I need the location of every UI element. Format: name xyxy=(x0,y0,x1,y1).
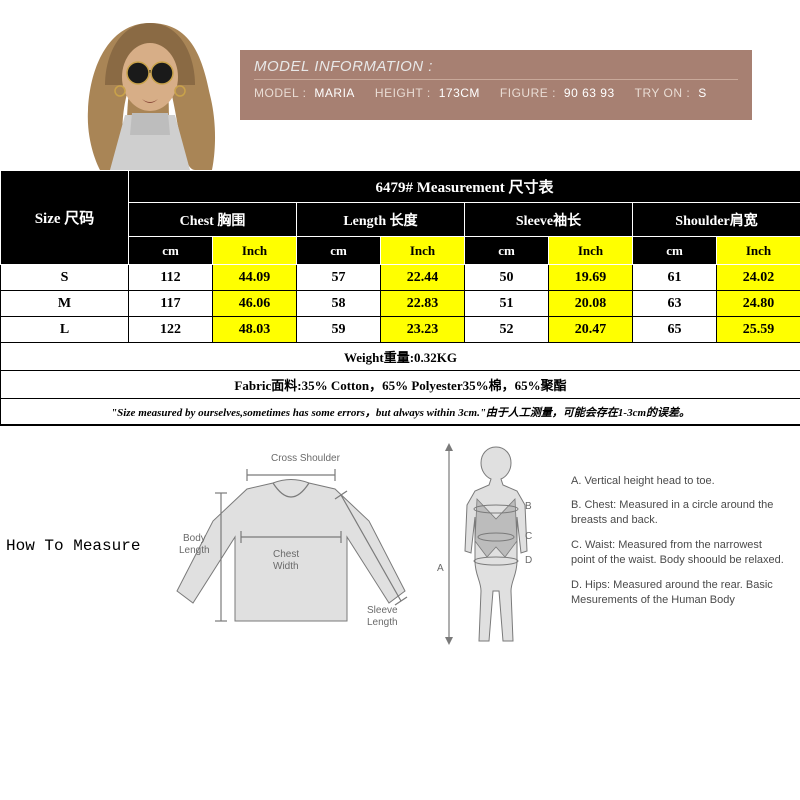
garment-diagram: Cross Shoulder Body Length Chest Width S… xyxy=(161,441,421,651)
letter-c: C xyxy=(525,531,532,542)
table-row: M 117 46.06 58 22.83 51 20.08 63 24.80 xyxy=(1,291,800,317)
col-sleeve: Sleeve袖长 xyxy=(465,203,633,237)
cell: 46.06 xyxy=(213,291,297,317)
fabric-row: Fabric面料:35% Cotton，65% Polyester35%棉，65… xyxy=(1,371,800,399)
table-row: S 112 44.09 57 22.44 50 19.69 61 24.02 xyxy=(1,265,800,291)
cell: 61 xyxy=(633,265,717,291)
label-sleeve1: Sleeve xyxy=(367,605,398,616)
cell: 52 xyxy=(465,317,549,343)
figure-label: FIGURE : xyxy=(500,86,556,100)
label-body1: Body xyxy=(183,533,206,544)
cell: 117 xyxy=(129,291,213,317)
how-to-measure: How To Measure Cross Shoulder Body Lengt… xyxy=(0,425,800,665)
label-chest2: Width xyxy=(273,561,299,572)
col-shoulder: Shoulder肩宽 xyxy=(633,203,800,237)
cell: 112 xyxy=(129,265,213,291)
unit-in: Inch xyxy=(381,237,465,265)
legend-a: A. Vertical height head to toe. xyxy=(571,474,786,489)
measure-legend: A. Vertical height head to toe. B. Chest… xyxy=(571,474,786,618)
unit-in: Inch xyxy=(549,237,633,265)
cell: 58 xyxy=(297,291,381,317)
body-diagram: A B C D xyxy=(431,441,561,651)
model-label: MODEL : xyxy=(254,86,306,100)
size-header: Size 尺码 xyxy=(1,171,129,265)
legend-d: D. Hips: Measured around the rear. Basic… xyxy=(571,578,786,608)
model-value: MARIA xyxy=(314,86,355,100)
model-info-banner: MODEL INFORMATION : MODEL : MARIA HEIGHT… xyxy=(240,50,752,120)
label-chest1: Chest xyxy=(273,549,299,560)
unit-cm: cm xyxy=(297,237,381,265)
measurement-table: Size 尺码 6479# Measurement 尺寸表 Chest 胸围 L… xyxy=(0,170,800,425)
table-row: L 122 48.03 59 23.23 52 20.47 65 25.59 xyxy=(1,317,800,343)
cell: 19.69 xyxy=(549,265,633,291)
cell: 59 xyxy=(297,317,381,343)
label-cross: Cross Shoulder xyxy=(271,453,341,464)
size-s: S xyxy=(1,265,129,291)
height-label: HEIGHT : xyxy=(375,86,431,100)
cell: 65 xyxy=(633,317,717,343)
note-row: "Size measured by ourselves,sometimes ha… xyxy=(1,399,800,425)
unit-in: Inch xyxy=(717,237,800,265)
height-value: 173CM xyxy=(439,86,480,100)
cell: 20.47 xyxy=(549,317,633,343)
tryon-value: S xyxy=(698,86,707,100)
cell: 23.23 xyxy=(381,317,465,343)
label-body2: Length xyxy=(179,545,210,556)
col-length: Length 长度 xyxy=(297,203,465,237)
cell: 63 xyxy=(633,291,717,317)
letter-d: D xyxy=(525,555,532,566)
cell: 24.80 xyxy=(717,291,800,317)
figure-value: 90 63 93 xyxy=(564,86,615,100)
cell: 24.02 xyxy=(717,265,800,291)
cell: 20.08 xyxy=(549,291,633,317)
label-sleeve2: Length xyxy=(367,617,398,628)
cell: 57 xyxy=(297,265,381,291)
cell: 22.44 xyxy=(381,265,465,291)
size-m: M xyxy=(1,291,129,317)
cell: 22.83 xyxy=(381,291,465,317)
table-title: 6479# Measurement 尺寸表 xyxy=(129,171,800,203)
letter-a: A xyxy=(437,563,444,574)
cell: 48.03 xyxy=(213,317,297,343)
model-info-header: MODEL INFORMATION : xyxy=(254,58,738,80)
legend-c: C. Waist: Measured from the narrowest po… xyxy=(571,538,786,568)
col-chest: Chest 胸围 xyxy=(129,203,297,237)
unit-cm: cm xyxy=(633,237,717,265)
weight-row: Weight重量:0.32KG xyxy=(1,343,800,371)
cell: 50 xyxy=(465,265,549,291)
cell: 25.59 xyxy=(717,317,800,343)
unit-in: Inch xyxy=(213,237,297,265)
top-banner-area: MODEL INFORMATION : MODEL : MARIA HEIGHT… xyxy=(0,0,800,170)
model-photo xyxy=(70,15,230,170)
cell: 122 xyxy=(129,317,213,343)
cell: 44.09 xyxy=(213,265,297,291)
letter-b: B xyxy=(525,501,532,512)
tryon-label: TRY ON : xyxy=(635,86,691,100)
unit-cm: cm xyxy=(129,237,213,265)
unit-cm: cm xyxy=(465,237,549,265)
howto-title: How To Measure xyxy=(6,537,151,555)
legend-b: B. Chest: Measured in a circle around th… xyxy=(571,498,786,528)
model-info-row: MODEL : MARIA HEIGHT : 173CM FIGURE : 90… xyxy=(254,86,738,100)
cell: 51 xyxy=(465,291,549,317)
size-l: L xyxy=(1,317,129,343)
